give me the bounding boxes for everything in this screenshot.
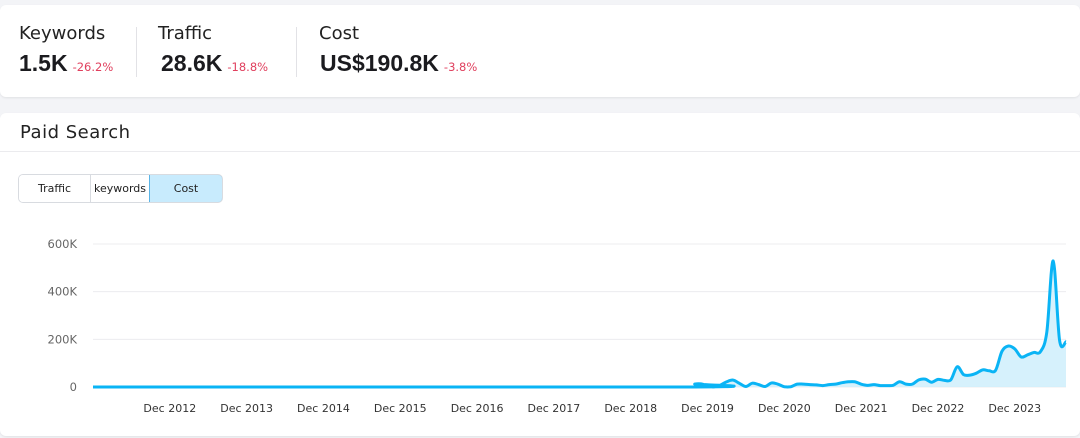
x-tick-label: Dec 2023 — [988, 402, 1041, 415]
x-tick-label: Dec 2012 — [143, 402, 196, 415]
x-tick-label: Dec 2020 — [758, 402, 811, 415]
tab-keywords[interactable]: keywords — [91, 175, 150, 202]
x-tick-label: Dec 2019 — [681, 402, 734, 415]
stat-cost: Cost US$190.8K -3.8% — [319, 23, 477, 77]
stat-change: -18.8% — [227, 60, 269, 74]
x-tick-label: Dec 2022 — [912, 402, 965, 415]
divider — [296, 27, 297, 77]
stat-value: US$190.8K — [320, 50, 439, 76]
y-tick-label: 200K — [48, 332, 78, 346]
tab-cost[interactable]: Cost — [149, 175, 222, 202]
cost-chart: 0 200K 400K 600K Dec 2012 Dec 2013 Dec 2014 Dec… — [48, 237, 1068, 415]
stat-traffic: Traffic 28.6K -18.8% — [158, 23, 268, 77]
stat-change: -26.2% — [72, 60, 114, 74]
x-tick-label: Dec 2016 — [451, 402, 504, 415]
x-tick-label: Dec 2021 — [835, 402, 888, 415]
stat-value: 28.6K — [161, 50, 223, 76]
divider — [0, 151, 1080, 152]
stat-change: -3.8% — [443, 60, 478, 74]
section-title: Paid Search — [20, 122, 131, 143]
stat-label: Cost — [319, 23, 360, 44]
metric-tabs: Traffic keywords Cost — [18, 174, 223, 203]
stat-keywords: Keywords 1.5K -26.2% — [19, 23, 113, 77]
stat-label: Keywords — [19, 23, 106, 44]
y-tick-label: 600K — [48, 237, 78, 251]
x-tick-label: Dec 2014 — [297, 402, 350, 415]
area-fill — [93, 260, 1066, 387]
tab-traffic[interactable]: Traffic — [19, 175, 91, 202]
x-tick-label: Dec 2013 — [220, 402, 273, 415]
y-tick-label: 0 — [70, 380, 77, 394]
x-tick-label: Dec 2015 — [374, 402, 427, 415]
summary-stats-card: Keywords 1.5K -26.2% Traffic 28.6K -18.8% … — [0, 5, 1080, 97]
divider — [136, 27, 137, 77]
y-tick-label: 400K — [48, 285, 78, 299]
stat-value: 1.5K — [19, 50, 68, 76]
stat-label: Traffic — [158, 23, 213, 44]
x-tick-label: Dec 2018 — [604, 402, 657, 415]
x-tick-label: Dec 2017 — [528, 402, 581, 415]
cost-series-line — [93, 259, 1068, 389]
paid-search-card: Paid Search Traffic keywords Cost 0 200K 4… — [0, 113, 1080, 436]
